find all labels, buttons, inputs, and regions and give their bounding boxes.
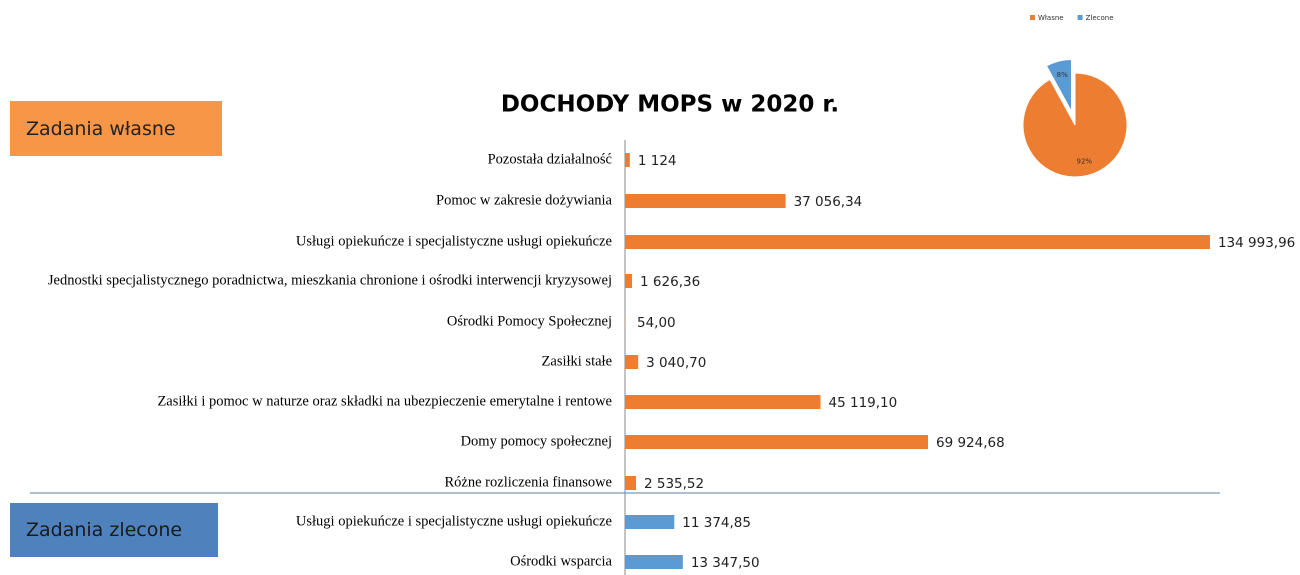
slice-label: 92% — [1077, 157, 1093, 165]
value-label: 1 124 — [638, 153, 677, 169]
bar — [625, 355, 639, 369]
category-label: Pozostała działalność — [487, 151, 612, 168]
group-label: Zadania własne — [10, 101, 222, 156]
pie-slice — [1045, 58, 1073, 112]
pie-slice — [1022, 72, 1128, 178]
value-label: 13 347,50 — [691, 555, 760, 571]
category-label: Jednostki specjalistycznego poradnictwa,… — [47, 272, 612, 289]
value-label: 69 924,68 — [936, 435, 1005, 451]
group-label: Zadania zlecone — [10, 503, 218, 557]
category-label: Ośrodki wsparcia — [510, 553, 612, 570]
bar — [625, 555, 683, 569]
category-label: Zasiłki stałe — [541, 353, 612, 370]
legend-swatch — [1030, 15, 1035, 20]
value-label: 11 374,85 — [682, 515, 751, 531]
value-label: 45 119,10 — [829, 395, 898, 411]
bar — [625, 194, 786, 208]
chart-title: DOCHODY MOPS w 2020 r. — [501, 92, 839, 118]
category-label: Ośrodki Pomocy Społecznej — [446, 313, 612, 330]
legend-swatch — [1077, 15, 1083, 20]
bar — [625, 515, 675, 529]
value-label: 3 040,70 — [646, 355, 706, 371]
category-label: Różne rozliczenia finansowe — [444, 474, 612, 491]
category-label: Domy pomocy społecznej — [460, 433, 612, 450]
bar — [625, 476, 636, 490]
value-label: 2 535,52 — [644, 476, 704, 492]
value-label: 134 993,96 — [1218, 235, 1295, 251]
legend-label: Własne — [1038, 14, 1064, 22]
bar — [625, 274, 633, 288]
bar — [625, 235, 1210, 249]
value-label: 37 056,34 — [794, 194, 863, 210]
legend-label: Zlecone — [1086, 14, 1114, 22]
bar — [625, 435, 929, 449]
category-label: Pomoc w zakresie dożywiania — [436, 192, 612, 209]
category-label: Zasiłki i pomoc w naturze oraz składki n… — [157, 393, 612, 410]
category-label: Usługi opiekuńcze i specjalistyczne usłu… — [295, 233, 612, 250]
value-label: 54,00 — [637, 315, 676, 331]
slice-label: 8% — [1057, 71, 1068, 79]
bar — [625, 153, 630, 167]
category-label: Usługi opiekuńcze i specjalistyczne usłu… — [295, 513, 612, 530]
bar — [625, 395, 821, 409]
value-label: 1 626,36 — [640, 274, 700, 290]
